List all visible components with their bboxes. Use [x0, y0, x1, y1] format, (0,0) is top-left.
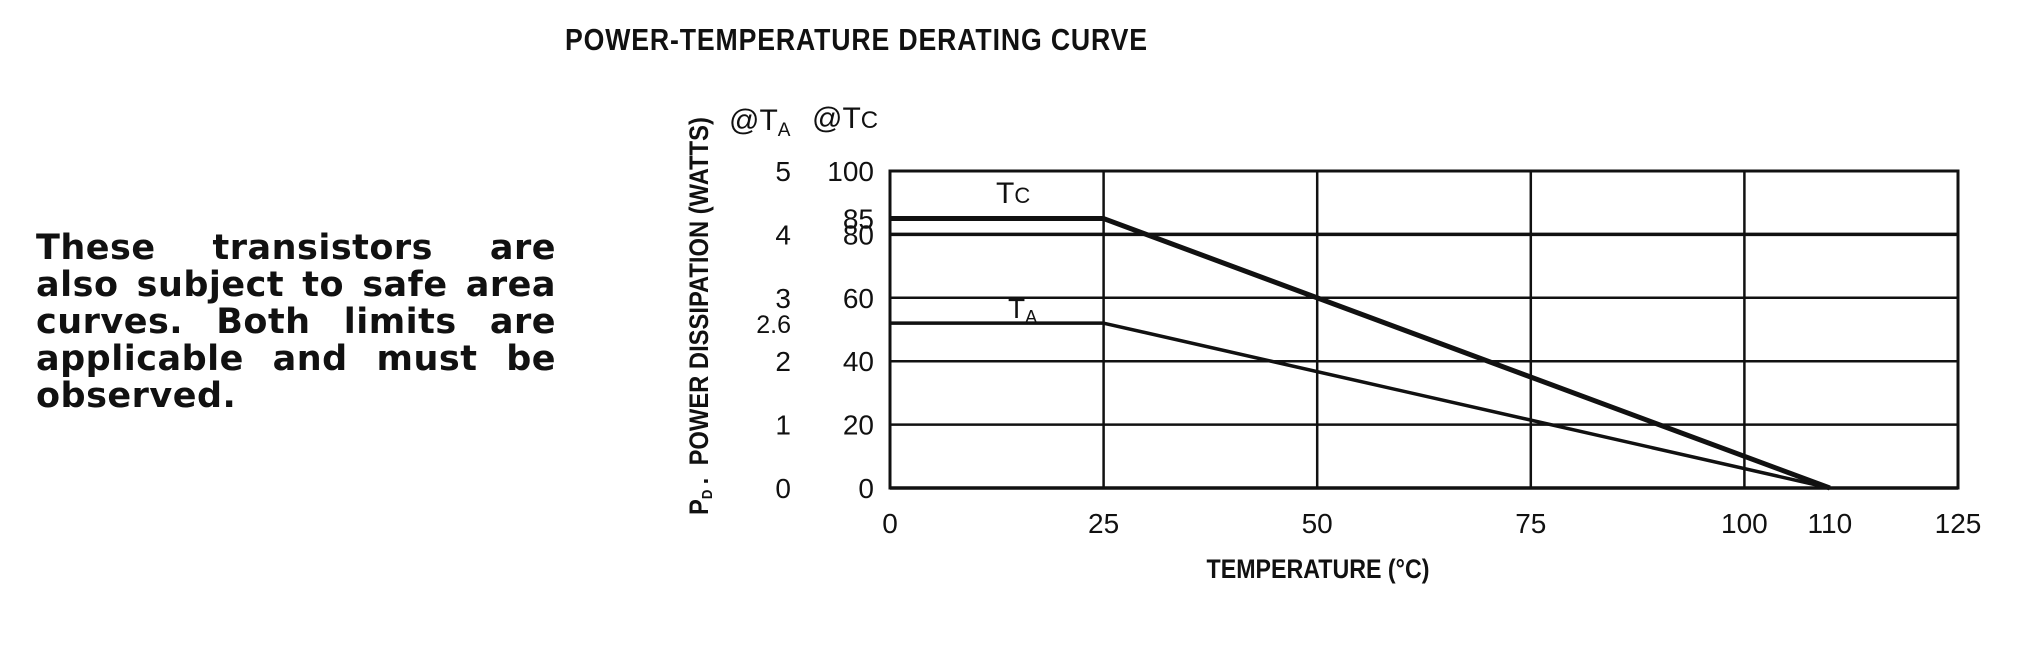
ta-tick-label: 2: [775, 346, 791, 377]
x-tick-label: 25: [1088, 508, 1119, 539]
tc-tick-label: 80: [843, 219, 874, 250]
svg-text:PD.POWER DISSIPATION (WATTS): PD.POWER DISSIPATION (WATTS): [685, 117, 716, 515]
tc-tick-label: 85: [843, 204, 874, 235]
chart-title: POWER-TEMPERATURE DERATING CURVE: [565, 22, 1148, 57]
tc-tick-label: 20: [843, 410, 874, 441]
series-line-ta: [890, 321, 1831, 490]
x-tick-labels: 0 25 50 75 100 110 125: [882, 508, 1981, 539]
safe-area-note: These transistors are also subject to sa…: [36, 228, 556, 416]
x-tick-label: 100: [1721, 508, 1768, 539]
tc-tick-label: 100: [827, 156, 874, 187]
x-tick-label: 75: [1515, 508, 1546, 539]
series-label-tc: TC: [996, 177, 1030, 210]
ta-tick-label: 0: [775, 473, 791, 504]
x-tick-label: 110: [1808, 508, 1853, 539]
tc-tick-label: 40: [843, 346, 874, 377]
ta-tick-label: 2.6: [756, 311, 791, 339]
ta-tick-labels: 5 4 32.6 2 1 0: [756, 156, 791, 504]
ta-tick-label: 1: [775, 410, 791, 441]
x-axis-label: TEMPERATURE (°C): [1207, 554, 1430, 584]
x-tick-label: 125: [1935, 508, 1982, 539]
series-line-tc: [890, 216, 1831, 491]
x-tick-label: 50: [1302, 508, 1333, 539]
series-label-ta: TA: [1008, 293, 1037, 327]
series-lines: [890, 216, 1831, 491]
tc-tick-label: 60: [843, 283, 874, 314]
ta-axis-header: @TA: [729, 104, 791, 141]
ta-tick-label: 5: [775, 156, 791, 187]
x-tick-label: 0: [882, 508, 898, 539]
ta-tick-label: 4: [775, 219, 791, 250]
tc-axis-header: @TC: [812, 102, 878, 135]
plot-frame: [888, 169, 1960, 490]
tc-tick-label: 0: [858, 473, 874, 504]
y-axis-label: PD.POWER DISSIPATION (WATTS): [685, 117, 716, 515]
ta-tick-label: 3: [775, 283, 791, 314]
